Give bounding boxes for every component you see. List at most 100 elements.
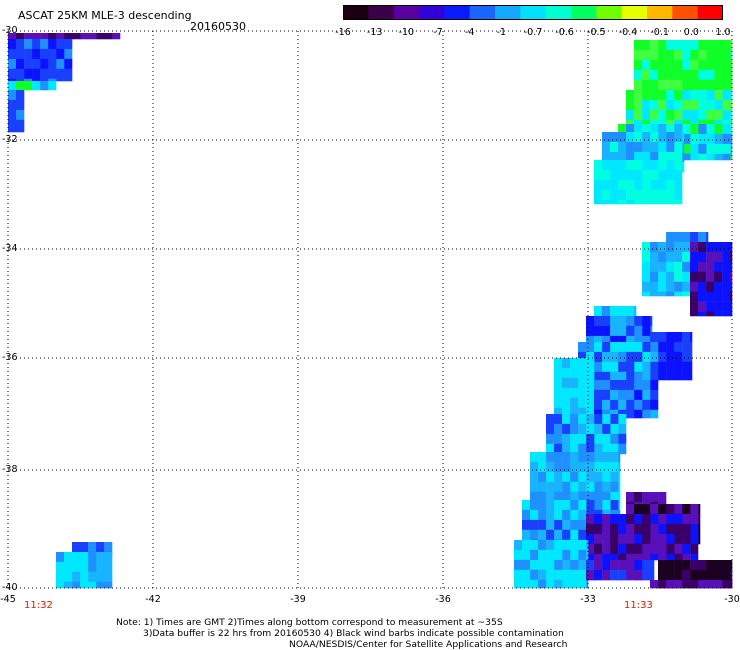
swath-cell <box>546 549 555 561</box>
swath-cell <box>570 407 579 415</box>
swath-cell <box>586 514 595 525</box>
swath-cell <box>698 533 701 544</box>
swath-cell <box>594 452 603 463</box>
swath-cell <box>594 335 603 343</box>
swath-cell <box>626 169 635 181</box>
swath-cell <box>666 119 675 125</box>
swath-cell <box>714 569 723 581</box>
swath-cell <box>594 481 603 492</box>
swath-cell <box>618 453 627 455</box>
swath-cell <box>722 271 731 282</box>
swath-cell <box>650 141 659 153</box>
swath-cell <box>594 553 603 561</box>
swath-cell <box>610 316 619 327</box>
swath-cell <box>610 306 619 317</box>
swath-cell <box>626 543 635 554</box>
swath-cell <box>674 49 683 61</box>
swath-cell <box>64 39 73 50</box>
swath-cell <box>682 143 691 155</box>
swath-cell <box>666 553 675 561</box>
swath-cell <box>610 342 619 353</box>
swath-cell <box>682 514 691 525</box>
swath-cell <box>72 542 81 553</box>
swath-cell <box>554 433 563 445</box>
swath-cell <box>40 81 49 91</box>
swath-cell <box>570 377 579 389</box>
swath-cell <box>714 311 723 317</box>
swath-cell <box>522 500 531 511</box>
swath-cell <box>530 579 539 589</box>
swath-cell <box>650 371 659 382</box>
swath-cell <box>682 533 691 545</box>
swath-cell <box>16 39 25 50</box>
swath-cell <box>578 559 587 571</box>
swath-cell <box>80 561 89 573</box>
swath-cell <box>666 124 675 135</box>
swath-cell <box>514 549 523 561</box>
swath-cell <box>8 129 17 133</box>
swath-cell <box>690 124 699 135</box>
swath-cell <box>618 423 627 435</box>
swath-cell <box>618 414 627 425</box>
swath-cell <box>554 500 563 511</box>
swath-cell <box>722 99 731 111</box>
swath-cell <box>634 189 643 200</box>
swath-cell <box>562 471 571 483</box>
swath-cell <box>658 199 667 205</box>
swath-cell <box>48 81 57 91</box>
swath-cell <box>634 40 643 51</box>
swath-cell <box>666 291 675 297</box>
swath-cell <box>570 509 579 521</box>
swath-cell <box>650 504 659 515</box>
note-line-2: 3)Data buffer is 22 hrs from 20160530 4)… <box>143 628 564 639</box>
swath-cell <box>682 40 691 51</box>
swath-cell <box>602 560 611 571</box>
swath-cell <box>610 491 619 502</box>
swath-cell <box>690 560 699 571</box>
swath-cell <box>594 169 603 181</box>
swath-cell <box>594 423 603 435</box>
swath-cell <box>586 397 595 408</box>
swath-cell <box>546 414 555 425</box>
swath-cell <box>658 332 667 343</box>
swath-cell <box>698 119 707 125</box>
swath-cell <box>666 533 675 545</box>
swath-cell <box>730 261 733 273</box>
swath-cell <box>530 491 539 502</box>
swath-cell <box>706 153 715 161</box>
swath-cell <box>682 141 685 153</box>
swath-cell <box>578 579 587 589</box>
swath-cell <box>682 371 691 381</box>
swath-cell <box>554 358 563 369</box>
swath-cell <box>690 351 693 363</box>
swath-cell <box>714 560 723 571</box>
swath-cell <box>32 39 41 50</box>
swath-cell <box>674 119 683 125</box>
swath-cell <box>650 580 659 589</box>
swath-cell <box>562 423 571 435</box>
swath-cell <box>722 109 731 121</box>
swath-cell <box>610 514 619 525</box>
swath-cell <box>602 569 611 581</box>
swath-cell <box>642 361 651 373</box>
colorbar-label: 0.0 <box>683 27 699 38</box>
swath-map <box>7 30 733 589</box>
swath-cell <box>690 79 699 90</box>
swath-cell <box>610 325 619 337</box>
swath-cell <box>682 161 685 172</box>
longitude-label: -33 <box>580 594 596 605</box>
swath-cell <box>690 543 699 554</box>
swath-cell <box>586 500 595 511</box>
swath-cell <box>570 500 579 511</box>
swath-cell <box>24 48 33 60</box>
swath-cell <box>514 540 523 551</box>
swath-cell <box>698 40 707 51</box>
swath-cell <box>698 560 707 571</box>
swath-cell <box>642 79 651 90</box>
swath-cell <box>682 341 691 353</box>
swath-cell <box>650 514 659 525</box>
swath-cell <box>650 569 655 581</box>
swath-cell <box>570 387 579 398</box>
swath-cell <box>658 533 667 545</box>
swath-cell <box>594 342 603 353</box>
